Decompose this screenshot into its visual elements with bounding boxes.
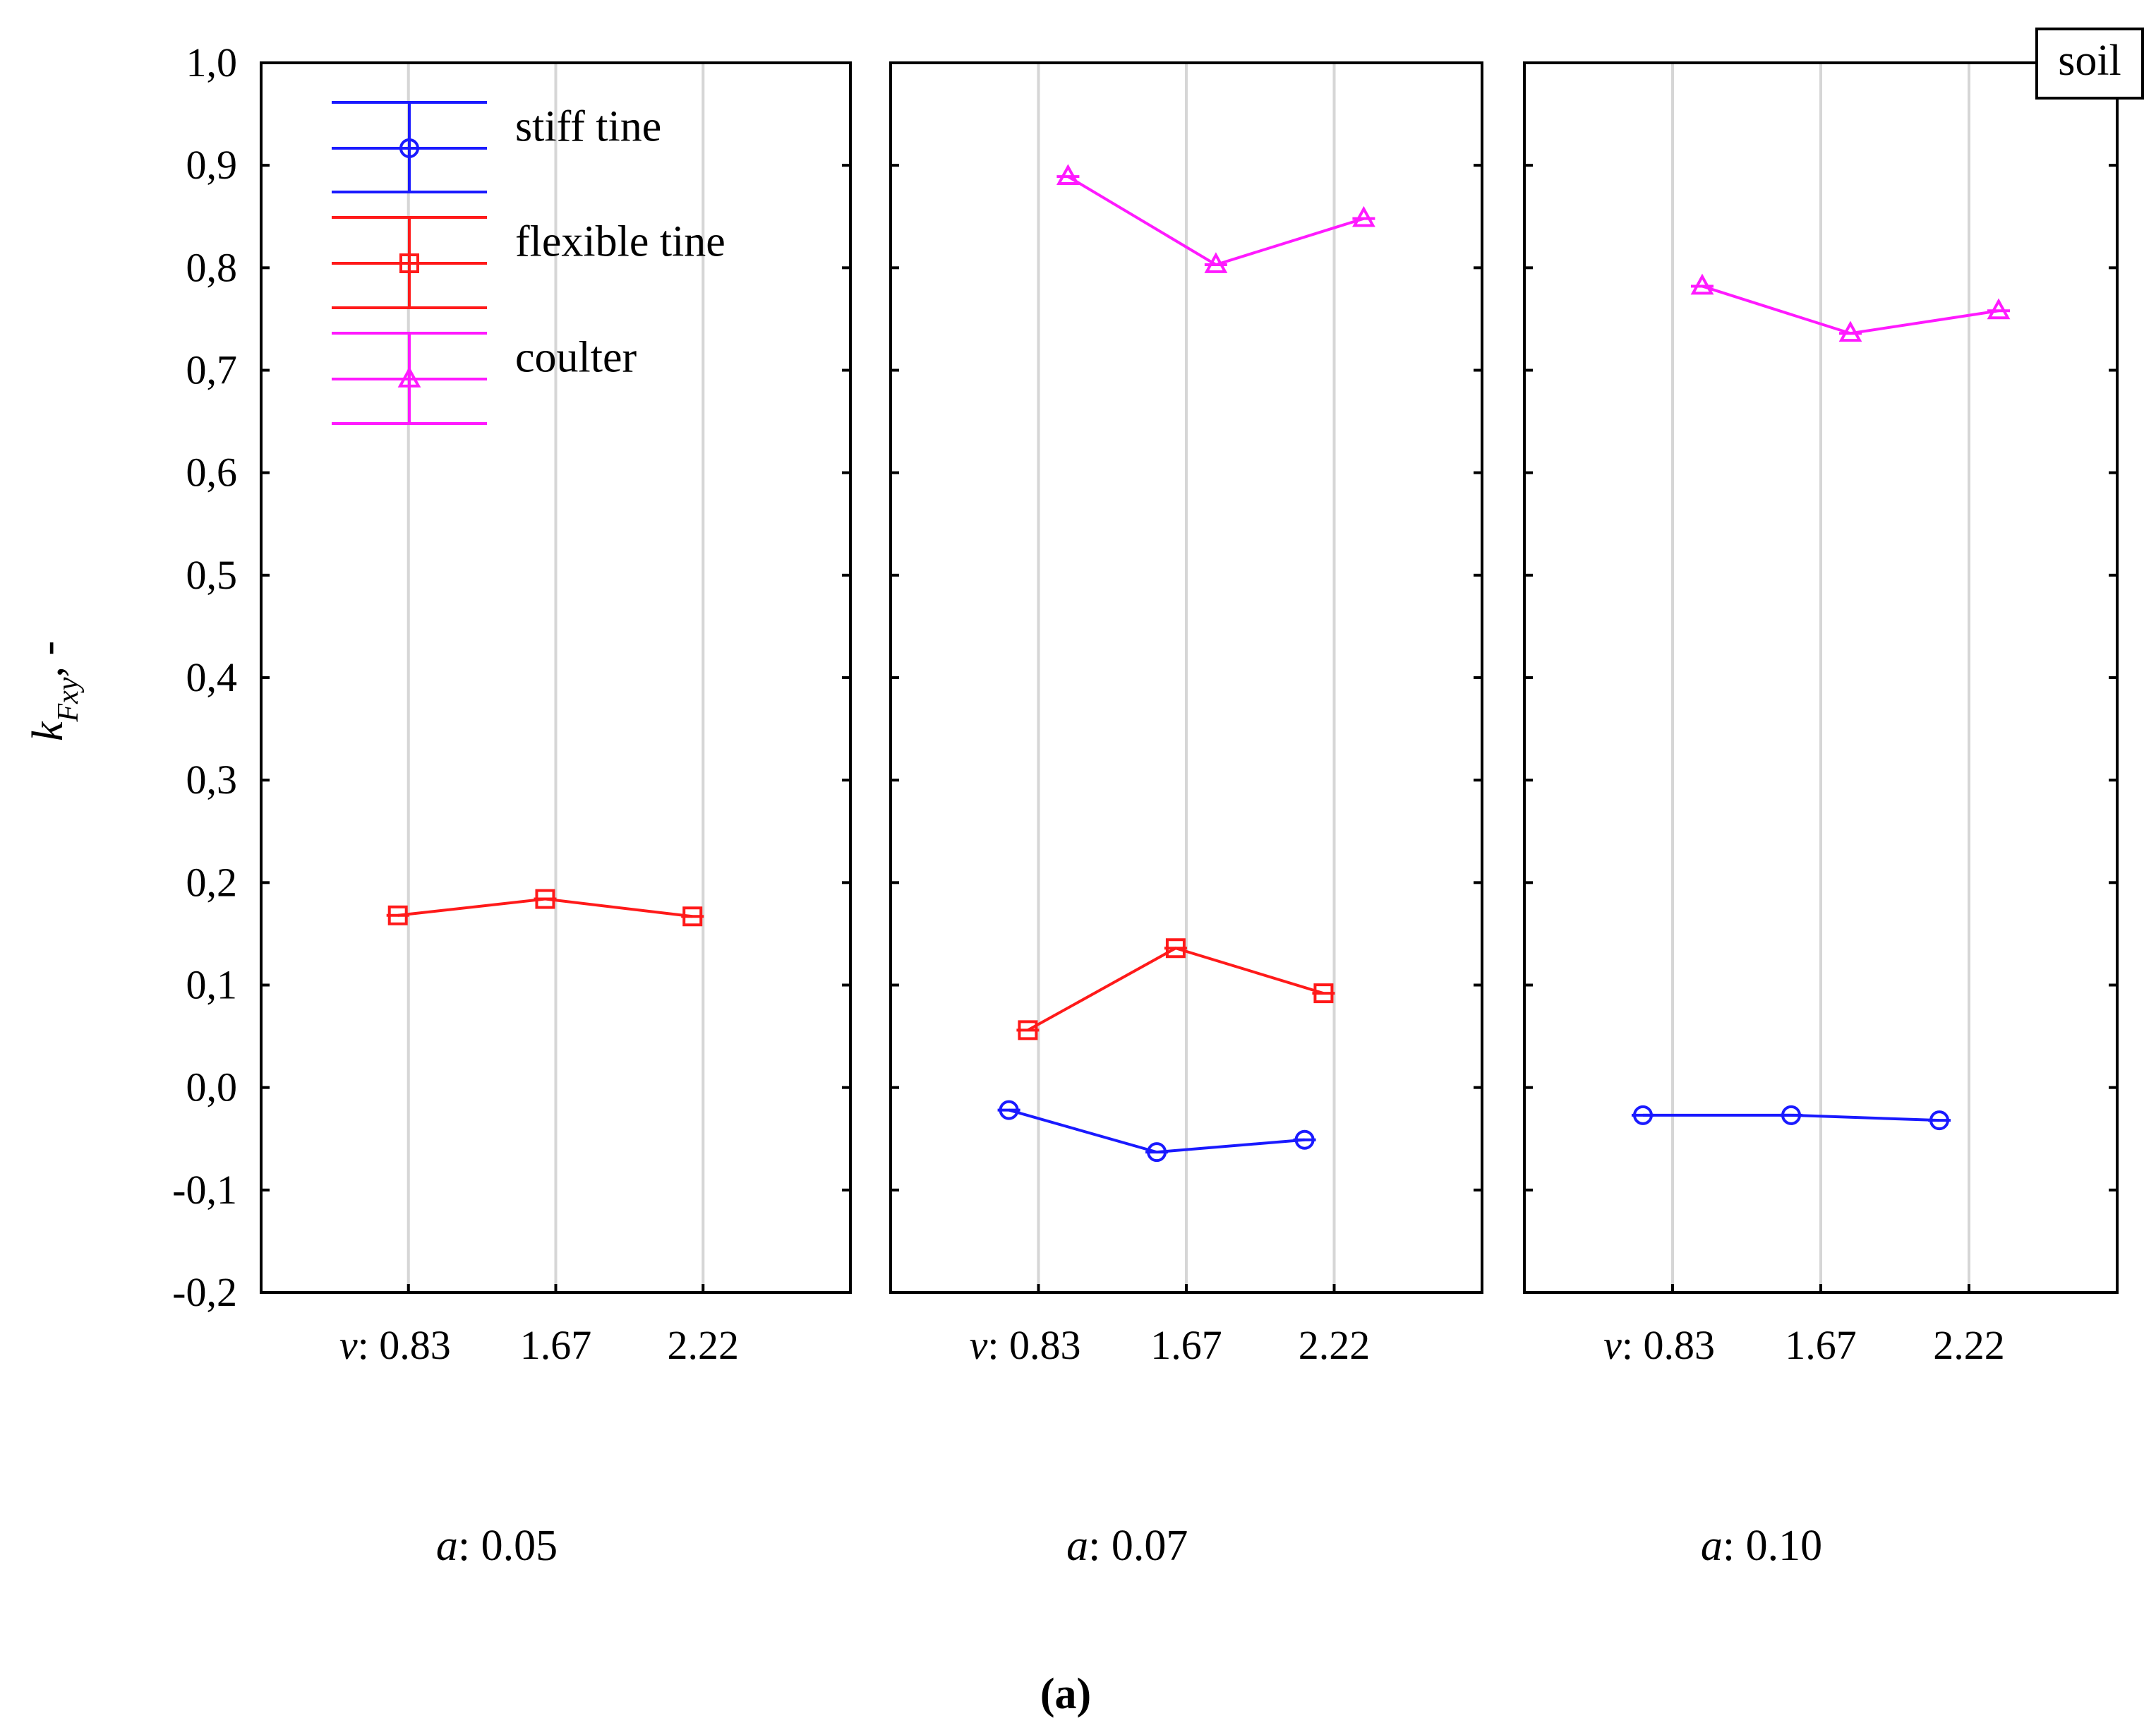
x-tick-label: 2.22 — [1299, 1322, 1371, 1368]
panel-2: v: 0.83 1.67 2.22 a: 0.07 — [889, 61, 1483, 1570]
series-coulter — [1690, 273, 2011, 342]
y-tick-label: 0,3 — [186, 757, 238, 803]
y-tick-label: -0,2 — [172, 1269, 237, 1315]
x-tick-label: 1.67 — [1150, 1322, 1222, 1368]
y-label-sub: Fxy — [52, 677, 85, 722]
legend-item: stiff tine — [332, 101, 661, 193]
x-tick-label: v: 0.83 — [970, 1322, 1081, 1368]
x-category: 0.83 — [1644, 1322, 1716, 1368]
series-line — [1067, 175, 1364, 267]
y-tick-label: 0,5 — [186, 552, 238, 598]
series-flexible-tine — [1016, 938, 1335, 1040]
x-prefix: v — [1603, 1322, 1622, 1368]
soil-label: soil — [2058, 37, 2121, 85]
legend-item: coulter — [332, 332, 637, 425]
x-tick-label: v: 0.83 — [1603, 1322, 1715, 1368]
facet-sep: : — [1723, 1522, 1746, 1570]
series-stiff-tine — [1632, 1105, 1951, 1131]
y-tick-label: 0,9 — [186, 142, 238, 188]
x-tick-label: v: 0.83 — [339, 1322, 451, 1368]
facet-value: 0.07 — [1112, 1522, 1188, 1570]
y-tick-label: 1,0 — [186, 40, 238, 85]
y-tick-label: -0,1 — [172, 1167, 237, 1213]
series-line — [1027, 947, 1324, 1032]
panel-1: v: 0.83 1.67 2.22 a: 0.05 — [260, 61, 852, 1570]
series-stiff-tine — [997, 1100, 1316, 1163]
facet-value: 0.10 — [1746, 1522, 1823, 1570]
x-prefix-sep: : — [987, 1322, 1009, 1368]
facet-prefix: a — [436, 1522, 458, 1570]
y-label-suffix: , - — [24, 641, 72, 678]
y-tick-label: 0,2 — [186, 859, 238, 905]
x-tick-label: 1.67 — [1785, 1322, 1857, 1368]
legend-label: coulter — [515, 334, 637, 382]
facet-label: a: 0.07 — [1066, 1522, 1188, 1570]
legend-item: flexible tine — [332, 216, 725, 309]
facet-label: a: 0.05 — [436, 1522, 558, 1570]
y-tick-label: 0,8 — [186, 244, 238, 290]
x-category: 0.83 — [379, 1322, 451, 1368]
soil-label-box: soil — [2035, 28, 2144, 100]
legend-label: flexible tine — [515, 218, 725, 266]
y-label-main: k — [24, 721, 72, 741]
facet-prefix: a — [1701, 1522, 1723, 1570]
x-tick-label: 1.67 — [520, 1322, 592, 1368]
y-tick-label: 0,7 — [186, 347, 238, 393]
y-tick-label: 0,6 — [186, 450, 238, 496]
x-prefix-sep: : — [1622, 1322, 1644, 1368]
x-prefix: v — [970, 1322, 988, 1368]
panel-3: v: 0.83 1.67 2.22 a: 0.10 — [1523, 61, 2119, 1570]
panel-caption: (a) — [1040, 1670, 1091, 1718]
y-tick-label: 0,1 — [186, 962, 238, 1008]
soil-box-frame — [2035, 28, 2144, 100]
facet-sep: : — [1088, 1522, 1112, 1570]
series-line — [1008, 1108, 1305, 1154]
x-tick-label: 2.22 — [1933, 1322, 2005, 1368]
x-category: 0.83 — [1009, 1322, 1081, 1368]
facet-label: a: 0.10 — [1701, 1522, 1822, 1570]
series-flexible-tine — [386, 889, 704, 927]
legend: stiff tine flexible tine coulter — [332, 101, 725, 425]
legend-label: stiff tine — [515, 103, 661, 151]
x-tick-label: 2.22 — [668, 1322, 740, 1368]
facet-prefix: a — [1066, 1522, 1088, 1570]
y-axis-label: kFxy, - — [24, 641, 85, 741]
facet-sep: : — [458, 1522, 481, 1570]
series-coulter — [1056, 164, 1375, 273]
y-tick-label: 0,4 — [186, 654, 238, 700]
y-tick-label: 0,0 — [186, 1064, 238, 1110]
facet-value: 0.05 — [481, 1522, 558, 1570]
x-prefix-sep: : — [358, 1322, 380, 1368]
x-prefix: v — [339, 1322, 358, 1368]
